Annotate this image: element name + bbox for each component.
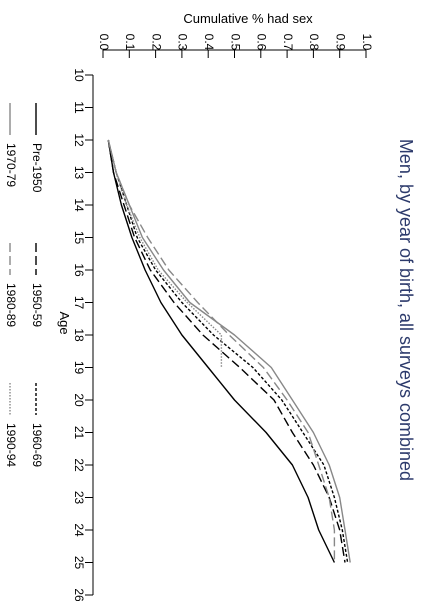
chart-title: Men, by year of birth, all surveys combi…	[396, 139, 416, 481]
legend: Pre-1950 1950-59 1960-69 1970-79 1980-89 1990…	[4, 103, 44, 467]
y-tick-label: 0.0	[97, 34, 111, 51]
y-tick-label: 0.9	[334, 34, 348, 51]
x-tick-label: 11	[72, 101, 86, 114]
x-tick-label: 26	[72, 588, 86, 601]
x-tick-label: 19	[72, 361, 86, 375]
x-tick-label: 17	[72, 296, 86, 310]
legend-label-1990-94: 1990-94	[4, 423, 18, 467]
x-tick-label: 13	[72, 166, 86, 180]
series-line-1960-69	[107, 139, 349, 563]
y-tick-label: 0.1	[123, 34, 137, 51]
x-tick-label: 12	[72, 133, 86, 147]
legend-label-1960-69: 1960-69	[30, 423, 44, 467]
y-axis-label: Cumulative % had sex	[183, 11, 313, 26]
legend-label-1970-79: 1970-79	[4, 143, 18, 187]
x-tick-label: 25	[72, 556, 86, 570]
series-line-1990-94	[107, 139, 223, 368]
y-tick-label: 0.8	[307, 34, 321, 51]
series-line-1970-79	[107, 139, 351, 563]
x-tick-label: 16	[72, 263, 86, 277]
x-tick-label: 24	[72, 523, 86, 537]
x-tick-label: 14	[72, 198, 86, 212]
legend-label-1950-59: 1950-59	[30, 283, 44, 327]
legend-label-1980-89: 1980-89	[4, 283, 18, 327]
series-line-1980-89	[107, 139, 336, 563]
x-tick-label: 18	[72, 328, 86, 342]
plot-area	[107, 139, 351, 563]
series-line-Pre-1950	[107, 139, 336, 563]
series-line-1950-59	[107, 139, 346, 563]
y-tick-label: 0.2	[149, 34, 163, 51]
x-tick-label: 22	[72, 458, 86, 472]
x-tick-label: 21	[72, 426, 86, 440]
y-tick-label: 0.5	[228, 34, 242, 51]
y-tick-label: 0.7	[281, 34, 295, 51]
y-tick-label: 0.4	[202, 34, 216, 51]
y-tick-label: 1.0	[360, 34, 374, 51]
x-tick-label: 20	[72, 393, 86, 407]
x-tick-label: 10	[72, 68, 86, 82]
x-axis-label: Age	[57, 311, 72, 334]
legend-label-Pre-1950: Pre-1950	[30, 143, 44, 193]
x-tick-label: 23	[72, 491, 86, 505]
axes: 0.0 0.1 0.2 0.3 0.4 0.5 0.6 0.7 0.8 0.9 1.0 10 11 12 1…	[72, 34, 374, 601]
y-tick-label: 0.3	[176, 34, 190, 51]
y-tick-label: 0.6	[255, 34, 269, 51]
x-tick-label: 15	[72, 231, 86, 245]
